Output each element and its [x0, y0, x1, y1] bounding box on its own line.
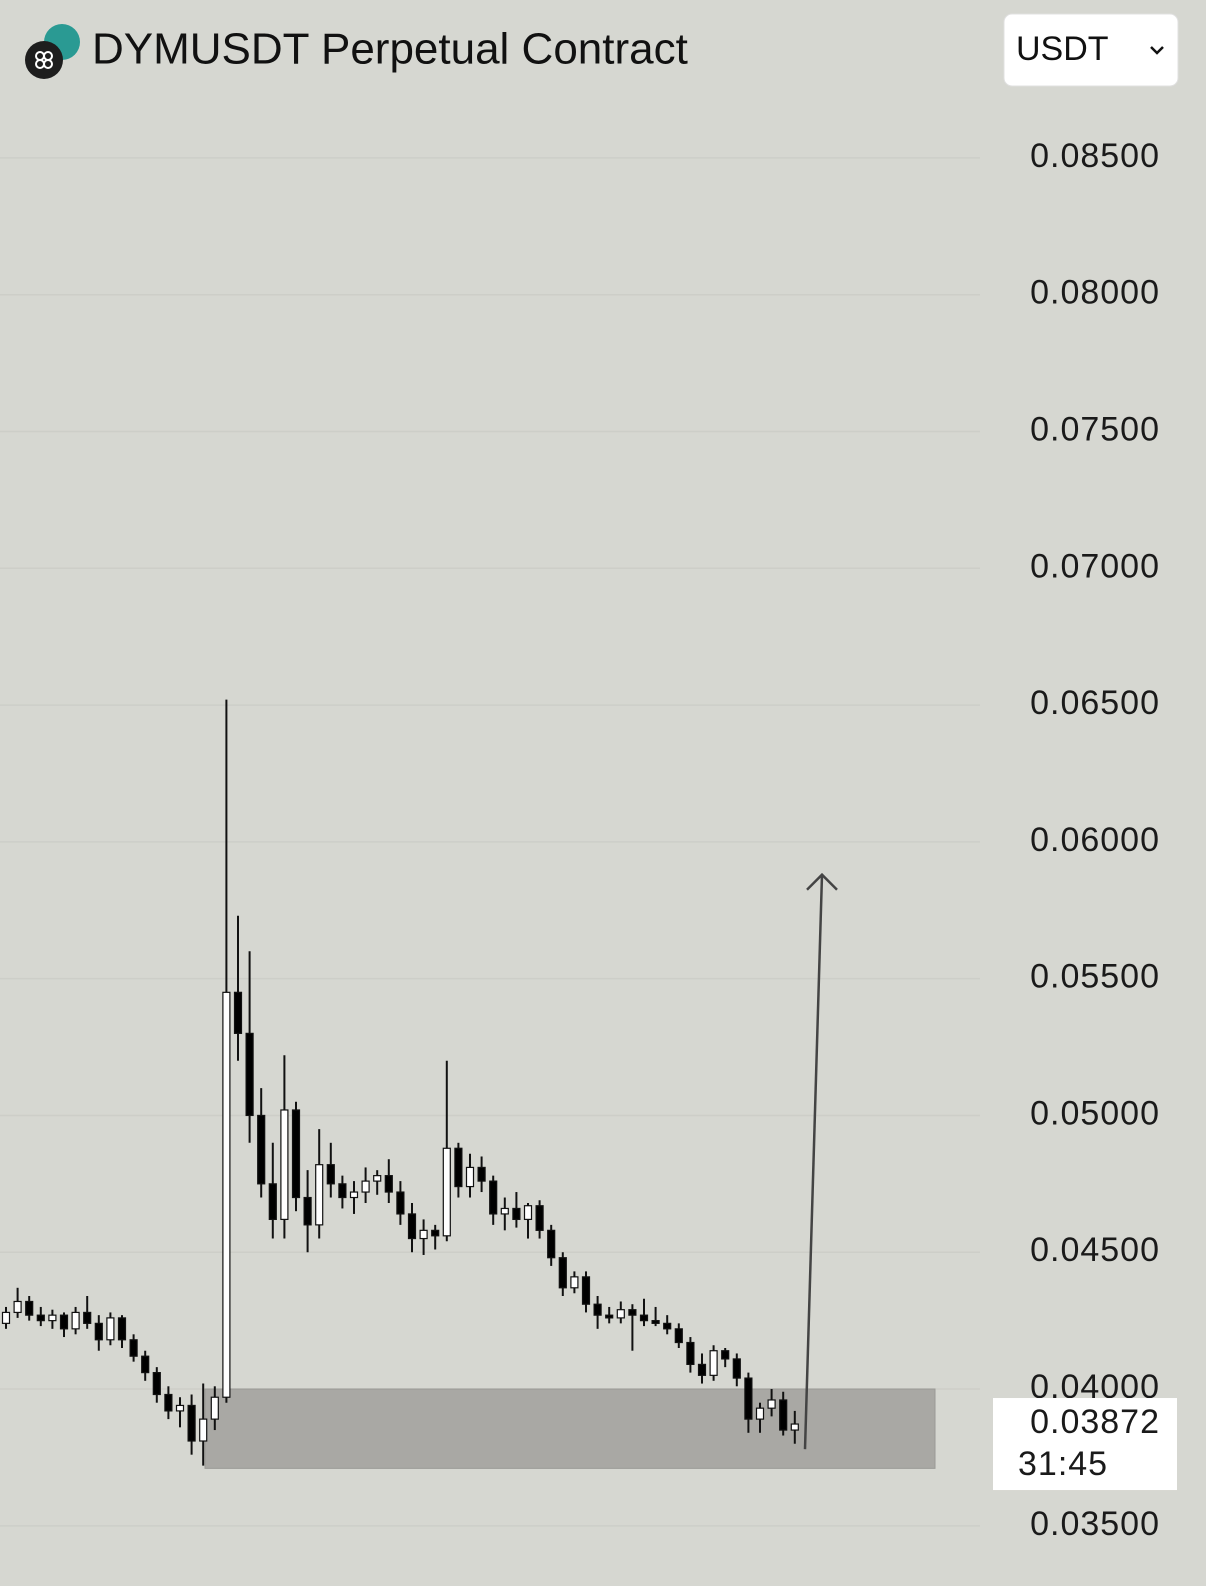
last-price-label: 0.03872 [1030, 1403, 1160, 1441]
candle-body [141, 1355, 150, 1374]
candle-body [175, 1404, 185, 1412]
y-tick-label: 0.05000 [1030, 1094, 1160, 1132]
candle-body [13, 1300, 22, 1314]
candle-body [581, 1276, 591, 1305]
y-tick-label: 0.03500 [1030, 1505, 1160, 1543]
candle-body [1, 1311, 11, 1324]
y-tick-label: 0.04500 [1030, 1231, 1160, 1269]
y-tick-label: 0.08500 [1030, 137, 1160, 175]
candle-body [790, 1423, 799, 1431]
candle-body [744, 1377, 753, 1420]
candle-body [593, 1303, 602, 1316]
candle-body [36, 1314, 45, 1322]
candle-body [419, 1229, 428, 1240]
candle-body [210, 1396, 219, 1420]
candle-body [117, 1317, 127, 1341]
countdown-label: 31:45 [1018, 1445, 1108, 1483]
candle-body [199, 1418, 208, 1442]
candle-body [233, 991, 243, 1034]
y-tick-label: 0.07000 [1030, 547, 1160, 585]
candle-body [558, 1257, 567, 1289]
candle-body [71, 1311, 80, 1330]
candle-body [257, 1114, 266, 1185]
currency-label[interactable]: USDT [1016, 30, 1109, 68]
candle-body [616, 1309, 625, 1319]
support-zone [204, 1388, 936, 1469]
arrow-head [806, 872, 838, 891]
candle-body [686, 1341, 695, 1366]
candle-body [338, 1183, 347, 1199]
chart-title: DYMUSDT Perpetual Contract [92, 25, 688, 74]
candle-body [709, 1350, 718, 1376]
candle-body [83, 1311, 92, 1324]
candle-body [535, 1205, 544, 1231]
y-tick-label: 0.06000 [1030, 821, 1160, 859]
candle-body [500, 1207, 509, 1215]
candle-body [779, 1399, 788, 1431]
candle-body [106, 1317, 115, 1341]
y-tick-label: 0.06500 [1030, 684, 1160, 722]
candle-body [674, 1328, 683, 1344]
y-tick-label: 0.05500 [1030, 958, 1160, 996]
candle-body [407, 1213, 417, 1240]
candle-body [663, 1322, 672, 1330]
candle-body [268, 1183, 277, 1221]
candle-body [605, 1314, 614, 1319]
plot [0, 157, 980, 1527]
candle-body [280, 1109, 289, 1221]
candle-body [361, 1180, 370, 1193]
y-axis: 0.035000.040000.045000.050000.055000.060… [993, 137, 1177, 1543]
candle-body [570, 1276, 579, 1289]
candle-body [442, 1147, 451, 1237]
candle-body [489, 1180, 498, 1215]
candle-body [291, 1109, 301, 1199]
currency-select[interactable]: USDT [1003, 13, 1179, 87]
candle-body [48, 1314, 57, 1322]
candle-body [523, 1205, 533, 1221]
candle-body [326, 1164, 335, 1185]
candle-body [59, 1314, 69, 1330]
candle-body [152, 1372, 161, 1396]
candle-body [697, 1363, 707, 1376]
candle-body [349, 1191, 359, 1199]
candle-body [94, 1322, 103, 1341]
candle-body [315, 1164, 324, 1226]
candle-body [222, 991, 231, 1398]
target-arrow [803, 874, 824, 1450]
candle-body [431, 1229, 440, 1237]
candle-body [477, 1166, 486, 1182]
candle-body [628, 1309, 637, 1316]
candle-body [373, 1175, 382, 1182]
y-tick-label: 0.08000 [1030, 274, 1160, 312]
symbol-icon [25, 24, 80, 79]
candle-body [639, 1314, 649, 1322]
candle-body [25, 1300, 34, 1316]
candle-body [767, 1399, 776, 1409]
candle-body [129, 1339, 138, 1357]
y-tick-label: 0.07500 [1030, 410, 1160, 448]
candle-body [245, 1032, 254, 1117]
candle-body [651, 1320, 660, 1324]
candle-body [512, 1207, 521, 1221]
candle-body [164, 1393, 173, 1412]
candle-body [465, 1166, 475, 1188]
candle-body [187, 1404, 196, 1442]
candle-body [454, 1147, 463, 1188]
last-price-box [993, 1398, 1177, 1491]
candle-body [303, 1196, 312, 1226]
candle-body [384, 1175, 393, 1193]
candle-body [755, 1407, 765, 1420]
candle-body [396, 1191, 405, 1215]
candle-body [721, 1350, 730, 1360]
candle-body [547, 1229, 556, 1259]
candle-body [732, 1358, 741, 1379]
